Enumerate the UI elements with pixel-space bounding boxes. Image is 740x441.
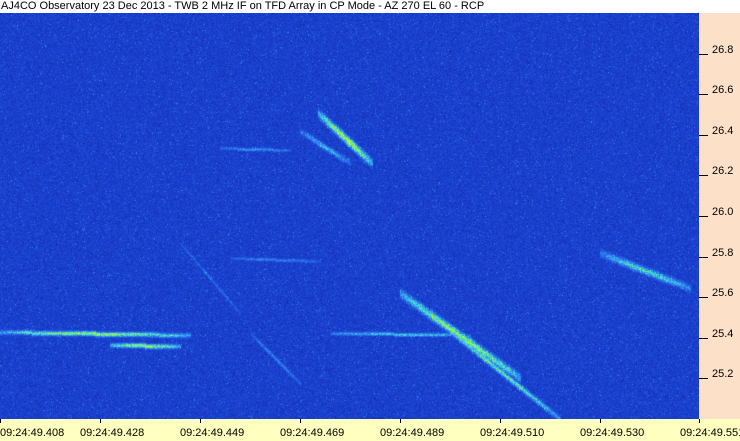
- y-tick-label: 26.2: [712, 165, 734, 178]
- y-tick: [699, 216, 708, 217]
- x-tick-label: 09:24:49.428: [80, 427, 145, 439]
- spectrogram-plot: [0, 13, 699, 419]
- y-tick: [699, 175, 708, 177]
- y-tick-label: 25.2: [712, 368, 734, 381]
- chart-title: AJ4CO Observatory 23 Dec 2013 - TWB 2 MH…: [0, 0, 740, 13]
- y-tick: [699, 337, 708, 339]
- y-tick: [699, 53, 708, 55]
- x-tick: [400, 419, 401, 423]
- y-tick-label: 25.8: [712, 246, 734, 259]
- x-tick-label: 09:24:49.449: [180, 427, 245, 439]
- y-tick: [699, 256, 708, 258]
- x-tick: [200, 419, 201, 423]
- y-tick: [699, 134, 708, 136]
- x-tick-label: 09:24:49.551: [680, 427, 740, 439]
- y-tick: [699, 378, 708, 380]
- y-tick: [699, 297, 708, 299]
- y-tick-label: 25.4: [712, 327, 734, 340]
- x-tick: [699, 419, 700, 423]
- x-tick-label: 09:24:49.489: [380, 427, 445, 439]
- time-axis: 09:24:49.408 09:24:49.428 09:24:49.449 09:2…: [0, 419, 740, 441]
- x-tick: [600, 419, 601, 423]
- x-tick: [300, 419, 301, 423]
- y-tick-label: 26.0: [712, 206, 734, 218]
- x-tick-label: 09:24:49.469: [280, 427, 345, 439]
- y-tick-label: 26.4: [712, 124, 734, 137]
- x-tick-label: 09:24:49.408: [0, 427, 65, 439]
- y-tick-label: 25.6: [712, 287, 734, 300]
- y-tick: [699, 94, 708, 96]
- frequency-axis: 26.8 26.6 26.4 26.2 26.0 25.8 25.6 25.4 25.2: [699, 13, 740, 419]
- y-tick-label: 26.6: [712, 84, 734, 97]
- x-tick-label: 09:24:49.530: [580, 427, 645, 439]
- x-tick: [500, 419, 501, 423]
- x-tick-label: 09:24:49.510: [480, 427, 545, 439]
- y-tick-label: 26.8: [712, 43, 734, 56]
- x-tick: [0, 419, 1, 423]
- x-tick: [100, 419, 101, 423]
